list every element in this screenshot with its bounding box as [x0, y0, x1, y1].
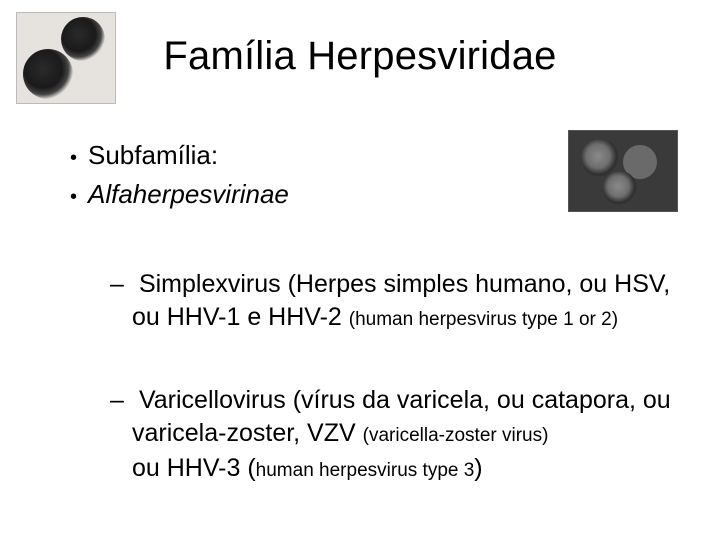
bullet-text: Alfaherpesvirinae	[88, 177, 289, 212]
sub-bullet-cont-tail: )	[474, 454, 482, 482]
sub-bullet-small: (human herpesvirus type 1 or 2)	[349, 309, 618, 330]
sub-bullet-cont-small: human herpesvirus type 3	[256, 460, 475, 481]
dash-marker: –	[110, 268, 132, 301]
sub-bullet-cont: ou HHV-3 (	[132, 454, 256, 482]
micrograph-right-image	[568, 130, 678, 212]
slide-title: Família Herpesviridae	[0, 34, 720, 79]
bullet-text: Subfamília:	[88, 138, 218, 173]
slide: Família Herpesviridae • Subfamília: • Al…	[0, 0, 720, 540]
bullet-marker: •	[70, 145, 88, 172]
bullet-list: • Subfamília: • Alfaherpesvirinae	[70, 138, 540, 216]
dash-marker: –	[110, 384, 132, 417]
bullet-item: • Subfamília:	[70, 138, 540, 173]
sub-bullet-item: – Simplexvirus (Herpes simples humano, o…	[110, 268, 680, 334]
sub-bullet-small: (varicella-zoster virus)	[363, 425, 549, 446]
sub-bullet-item: – Varicellovirus (vírus da varicela, ou …	[110, 384, 680, 485]
bullet-marker: •	[70, 184, 88, 211]
bullet-item: • Alfaherpesvirinae	[70, 177, 540, 212]
